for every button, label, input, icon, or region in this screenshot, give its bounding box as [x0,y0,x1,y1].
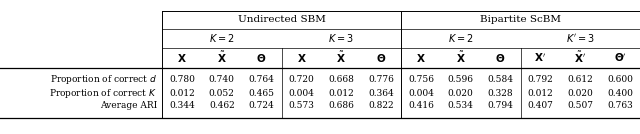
Text: 0.720: 0.720 [289,75,314,85]
Text: 0.756: 0.756 [408,75,434,85]
Text: 0.612: 0.612 [568,75,593,85]
Text: 0.573: 0.573 [289,101,314,111]
Text: $K = 2$: $K = 2$ [448,32,474,44]
Text: 0.763: 0.763 [607,101,633,111]
Text: $\mathbf{\Theta}$: $\mathbf{\Theta}$ [257,51,267,64]
Text: Bipartite ScBM: Bipartite ScBM [480,15,561,24]
Text: 0.407: 0.407 [527,101,554,111]
Text: $\tilde{\mathbf{X}}'$: $\tilde{\mathbf{X}}'$ [574,50,586,65]
Text: 0.344: 0.344 [169,101,195,111]
Text: 0.012: 0.012 [527,88,554,98]
Text: Average ARI: Average ARI [100,101,157,111]
Text: 0.012: 0.012 [328,88,354,98]
Text: 0.400: 0.400 [607,88,633,98]
Text: 0.462: 0.462 [209,101,235,111]
Text: $\mathbf{\Theta}'$: $\mathbf{\Theta}'$ [614,51,627,64]
Text: 0.052: 0.052 [209,88,235,98]
Text: $\mathbf{\Theta}$: $\mathbf{\Theta}$ [495,51,506,64]
Text: $\tilde{\mathbf{X}}$: $\tilde{\mathbf{X}}$ [456,50,466,65]
Text: Undirected SBM: Undirected SBM [237,15,325,24]
Text: 0.020: 0.020 [448,88,474,98]
Text: 0.822: 0.822 [368,101,394,111]
Text: 0.534: 0.534 [448,101,474,111]
Text: $K' = 3$: $K' = 3$ [566,32,595,44]
Text: $K = 2$: $K = 2$ [209,32,234,44]
Text: $\tilde{\mathbf{X}}$: $\tilde{\mathbf{X}}$ [217,50,227,65]
Text: $\mathbf{X}$: $\mathbf{X}$ [416,51,426,64]
Text: 0.416: 0.416 [408,101,434,111]
Text: 0.792: 0.792 [527,75,554,85]
Text: 0.724: 0.724 [249,101,275,111]
Text: 0.584: 0.584 [488,75,513,85]
Text: $\mathbf{X}$: $\mathbf{X}$ [296,51,307,64]
Text: 0.465: 0.465 [248,88,275,98]
Text: 0.596: 0.596 [448,75,474,85]
Text: 0.004: 0.004 [289,88,314,98]
Text: Proportion of correct $d$: Proportion of correct $d$ [50,74,157,87]
Text: $\mathbf{X}$: $\mathbf{X}$ [177,51,187,64]
Text: 0.364: 0.364 [368,88,394,98]
Text: 0.740: 0.740 [209,75,235,85]
Text: Proportion of correct $K$: Proportion of correct $K$ [49,87,157,100]
Text: $\tilde{\mathbf{X}}$: $\tilde{\mathbf{X}}$ [337,50,346,65]
Text: 0.507: 0.507 [567,101,593,111]
Text: 0.764: 0.764 [249,75,275,85]
Text: 0.004: 0.004 [408,88,434,98]
Text: $K = 3$: $K = 3$ [328,32,354,44]
Text: $\mathbf{\Theta}$: $\mathbf{\Theta}$ [376,51,386,64]
Text: 0.328: 0.328 [488,88,513,98]
Text: 0.668: 0.668 [328,75,354,85]
Text: 0.776: 0.776 [368,75,394,85]
Text: 0.020: 0.020 [568,88,593,98]
Text: 0.012: 0.012 [169,88,195,98]
Text: 0.794: 0.794 [488,101,513,111]
Text: $\mathbf{X}'$: $\mathbf{X}'$ [534,51,547,64]
Text: 0.600: 0.600 [607,75,633,85]
Text: 0.686: 0.686 [328,101,354,111]
Text: 0.780: 0.780 [169,75,195,85]
